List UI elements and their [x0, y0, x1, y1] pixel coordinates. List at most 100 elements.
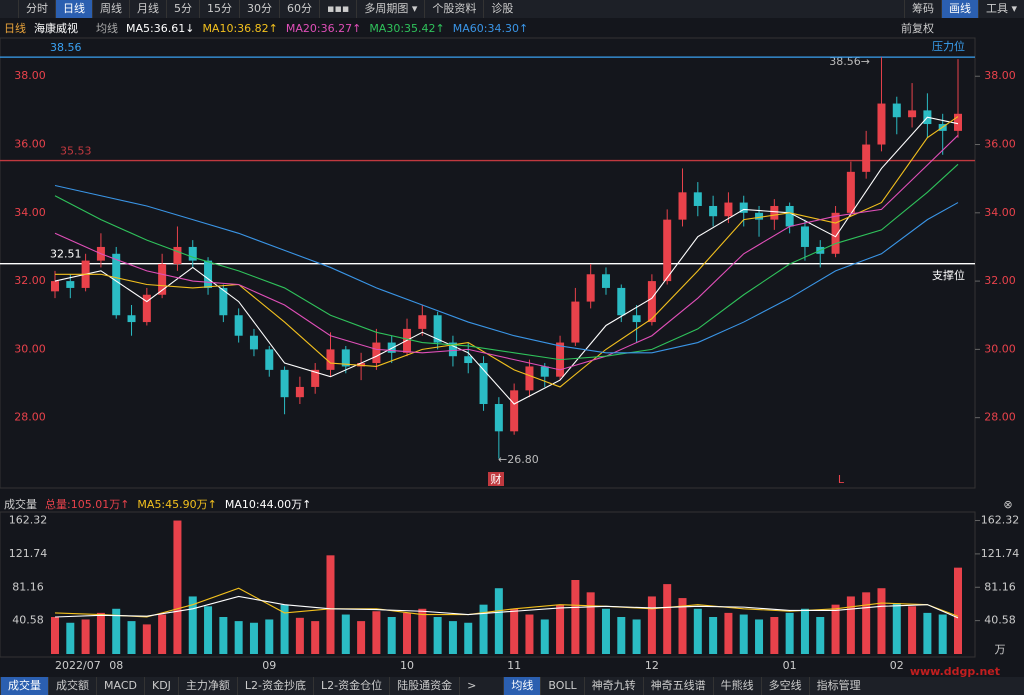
- tab[interactable]: >: [459, 677, 483, 695]
- tab[interactable]: L2-资金仓位: [313, 677, 389, 695]
- volume-bar: [755, 619, 764, 654]
- volume-bar: [403, 612, 412, 654]
- candle-body: [418, 315, 427, 329]
- volume-bar: [892, 603, 901, 654]
- candle-body: [204, 260, 213, 288]
- candle-body: [219, 287, 228, 316]
- toolbar-button[interactable]: ▪▪▪: [319, 0, 356, 18]
- ma-label: 均线: [96, 22, 118, 35]
- candle-body: [877, 103, 886, 145]
- tab[interactable]: 牛熊线: [712, 677, 761, 695]
- candle-body: [158, 264, 167, 295]
- tabs-left: 成交量 成交额 MACD KDJ 主力净额 L2-资金抄底 L2-资金仓位 陆股通资金 >: [0, 677, 483, 695]
- candle-body: [433, 315, 442, 343]
- toolbar-button[interactable]: 周线: [92, 0, 129, 18]
- ma-line: [54, 116, 959, 405]
- candle-body: [249, 335, 258, 350]
- tab[interactable]: 多空线: [760, 677, 809, 695]
- y-tick-label: 81.16: [984, 580, 1016, 593]
- toolbar-button[interactable]: 5分: [166, 0, 199, 18]
- volume-bar: [647, 596, 656, 654]
- tab[interactable]: 成交量: [0, 677, 48, 695]
- volume-bar: [556, 604, 565, 654]
- volume-bar: [326, 555, 335, 654]
- toolbar-button[interactable]: 30分: [239, 0, 279, 18]
- x-tick-label: 02: [890, 659, 904, 672]
- legend-entry: MA5:36.61↓: [126, 21, 195, 35]
- volume-bar: [510, 608, 519, 654]
- price-frame: [0, 37, 976, 489]
- volume-bar: [173, 520, 182, 654]
- y-tick-label: 162.32: [9, 514, 48, 527]
- y-tick-label: 34.00: [14, 206, 46, 219]
- volume-bar: [204, 606, 213, 654]
- ma-line: [54, 134, 959, 371]
- candle-body: [341, 349, 350, 367]
- volume-bar: [540, 619, 549, 654]
- volume-bar: [265, 619, 274, 654]
- volume-total: 总量:105.01万↑: [45, 498, 130, 511]
- toolbar-button[interactable]: 分时: [18, 0, 55, 18]
- volume-bar: [372, 611, 381, 654]
- toolbar-button[interactable]: 画线: [940, 0, 978, 18]
- volume-bar: [387, 616, 396, 654]
- toolbar-button[interactable]: 15分: [199, 0, 239, 18]
- volume-unit: 万: [995, 643, 1006, 656]
- candle-body: [862, 144, 871, 172]
- x-tick-label: 10: [400, 659, 414, 672]
- candle-body: [678, 192, 687, 220]
- toolbar-button[interactable]: 工具 ▾: [977, 0, 1024, 18]
- event-badge[interactable]: [488, 472, 504, 486]
- candle-body: [142, 294, 151, 323]
- volume-bar: [234, 621, 243, 654]
- tab[interactable]: BOLL: [540, 677, 583, 695]
- close-button[interactable]: ⊗: [1003, 498, 1012, 511]
- y-tick-label: 34.00: [984, 206, 1016, 219]
- y-tick-label: 121.74: [9, 547, 48, 560]
- tab[interactable]: L2-资金抄底: [236, 677, 313, 695]
- tab[interactable]: 主力净额: [177, 677, 237, 695]
- candle-body: [525, 366, 534, 391]
- legend-entry: MA5:45.90万↑: [137, 498, 217, 511]
- tab[interactable]: 均线: [503, 677, 541, 695]
- volume-bar: [341, 614, 350, 654]
- toolbar-button[interactable]: 诊股: [483, 0, 520, 18]
- tab[interactable]: 成交额: [48, 677, 96, 695]
- volume-title: 成交量: [4, 498, 37, 511]
- adjust[interactable]: 前复权: [901, 22, 934, 35]
- volume-bar: [249, 622, 258, 654]
- toolbar-button[interactable]: 60分: [279, 0, 319, 18]
- tab[interactable]: 神奇九转: [583, 677, 643, 695]
- toolbar-button[interactable]: 个股资料: [424, 0, 483, 18]
- period: 日线: [4, 22, 26, 35]
- candle-body: [755, 212, 764, 220]
- y-tick-label: 30.00: [984, 342, 1016, 355]
- tab[interactable]: 陆股通资金: [389, 677, 459, 695]
- y-tick-label: 121.74: [981, 547, 1020, 560]
- volume-header: 成交量 总量:105.01万↑ MA5:45.90万↑ MA10:44.00万↑: [0, 496, 1024, 512]
- tab[interactable]: 神奇五线谱: [642, 677, 713, 695]
- y-tick-label: 28.00: [984, 411, 1016, 424]
- candle-body: [785, 205, 794, 227]
- toolbar-right: 筹码 画线 工具 ▾: [903, 0, 1024, 18]
- volume-bar: [678, 598, 687, 654]
- volume-bar: [464, 622, 473, 654]
- toolbar-button[interactable]: 多周期图 ▾: [356, 0, 424, 18]
- volume-bar: [601, 608, 610, 654]
- tab[interactable]: 指标管理: [808, 677, 868, 695]
- volume-bar: [188, 596, 197, 654]
- toolbar-button[interactable]: 月线: [129, 0, 166, 18]
- marker-label: L: [838, 473, 845, 486]
- candle-body: [112, 253, 121, 316]
- toolbar-button[interactable]: 筹码: [903, 0, 941, 18]
- volume-bar: [81, 619, 90, 654]
- tab[interactable]: MACD: [96, 677, 144, 695]
- tab[interactable]: KDJ: [143, 677, 178, 695]
- candle-body: [601, 274, 610, 288]
- toolbar-button[interactable]: 日线: [55, 0, 92, 18]
- volume-bar: [709, 616, 718, 654]
- stock-name: 海康威视: [34, 22, 78, 35]
- volume-bar: [96, 612, 105, 654]
- event-label[interactable]: 财: [491, 472, 502, 486]
